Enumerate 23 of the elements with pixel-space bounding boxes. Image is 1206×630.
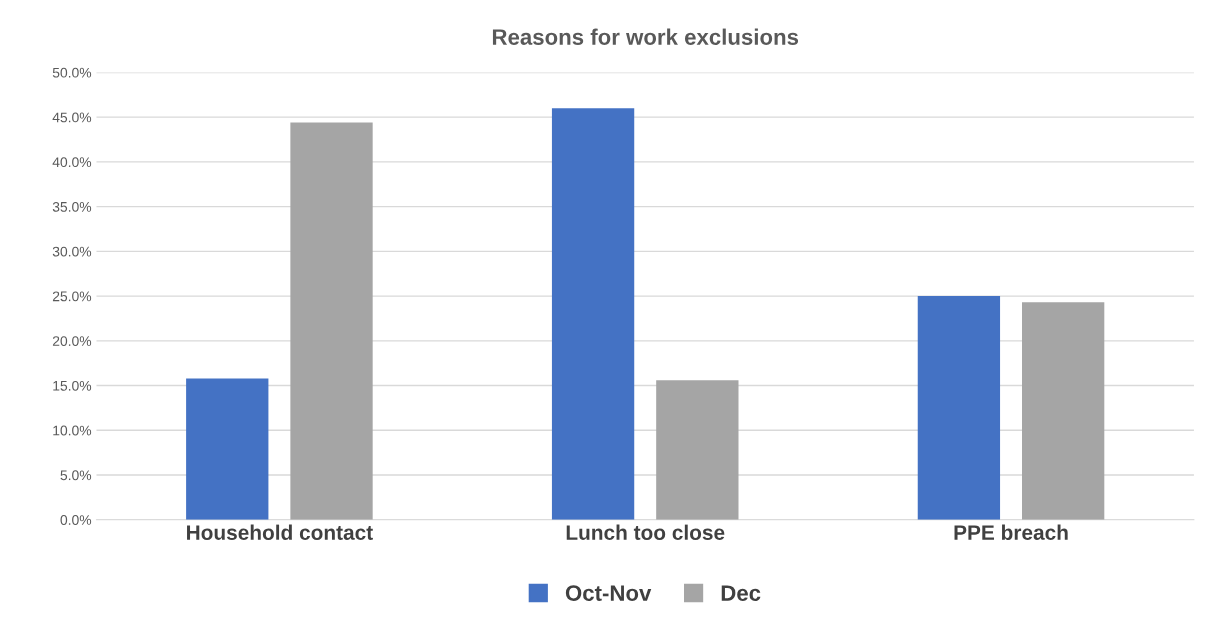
y-tick-label: 15.0% <box>53 380 92 391</box>
y-tick-label: 10.0% <box>53 425 92 436</box>
x-tick-label: Lunch too close <box>566 524 725 540</box>
legend-label: Oct-Nov <box>565 585 652 601</box>
y-tick-label: 20.0% <box>52 336 92 346</box>
x-tick-label: Household contact <box>187 524 373 540</box>
bar <box>551 108 635 520</box>
bar <box>1022 302 1105 520</box>
bar <box>186 378 269 520</box>
y-tick-label: 0.0% <box>60 515 92 525</box>
y-tick-label: 25.0% <box>52 291 92 302</box>
legend-label: Dec <box>721 585 761 601</box>
y-tick-label: 40.0% <box>52 157 92 168</box>
bar <box>290 122 373 520</box>
x-tick-label: PPE breach <box>954 524 1068 540</box>
y-tick-label: 45.0% <box>52 112 92 123</box>
y-tick-label: 50.0% <box>52 67 92 78</box>
y-tick-label: 5.0% <box>60 470 92 481</box>
y-tick-label: 35.0% <box>52 201 92 212</box>
chart-title: Reasons for work exclusions <box>492 28 799 45</box>
bar <box>917 296 1001 520</box>
y-tick-label: 30.0% <box>52 246 92 257</box>
bar <box>656 380 739 520</box>
